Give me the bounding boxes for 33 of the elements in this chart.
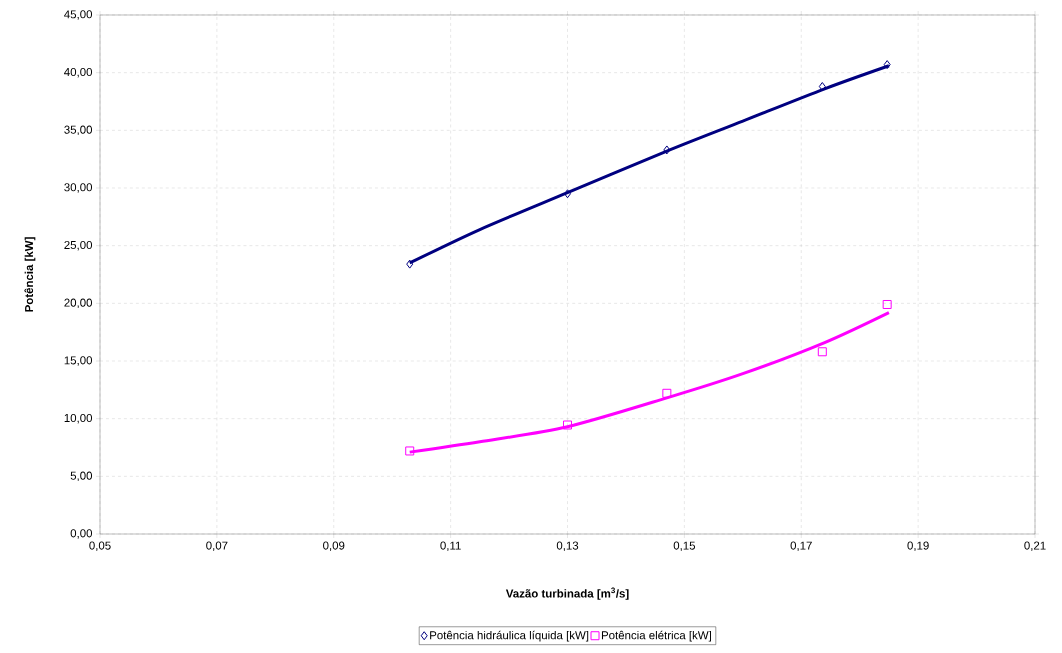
point <box>564 189 572 199</box>
point <box>882 299 892 309</box>
legend-label: Potência hidráulica líquida [kW] <box>430 630 589 642</box>
point <box>406 259 414 269</box>
x-tick-label: 0,11 <box>440 541 461 551</box>
y-tick-label: 35,00 <box>64 125 93 136</box>
y-tick-label: 25,00 <box>64 240 93 251</box>
x-tick-label: 0,17 <box>790 541 812 551</box>
point <box>405 446 415 456</box>
line-series <box>408 311 891 454</box>
x-tick-label: 0,05 <box>89 541 111 551</box>
y-tick-label: 30,00 <box>64 183 93 193</box>
point <box>817 347 827 357</box>
x-axis-title: Vazão turbinada [m$^{3}$/s] <box>505 587 629 600</box>
point <box>563 420 573 430</box>
y-tick-label: 40,00 <box>64 67 93 78</box>
x-tick-label: 0,07 <box>206 541 228 551</box>
point <box>883 60 891 70</box>
y-axis-title: Potência [kW] <box>24 237 36 312</box>
point <box>662 388 672 398</box>
x-tick-label: 0,21 <box>1024 541 1046 551</box>
x-tick-label: 0,19 <box>907 541 929 551</box>
point <box>663 145 671 155</box>
y-tick-label: 10,00 <box>64 413 93 424</box>
y-tick-label: 20,00 <box>64 298 93 309</box>
x-tick-label: 0,09 <box>323 541 345 551</box>
y-tick-label: 0,00 <box>70 529 93 539</box>
y-tick-label: 15,00 <box>64 356 93 366</box>
x-tick-label: 0,13 <box>556 541 579 551</box>
x-tick-label: 0,15 <box>673 541 696 551</box>
legend-label: Potência elétrica [kW] <box>601 630 711 642</box>
y-tick-label: 45,00 <box>64 10 93 20</box>
y-tick-label: 5,00 <box>70 471 93 482</box>
